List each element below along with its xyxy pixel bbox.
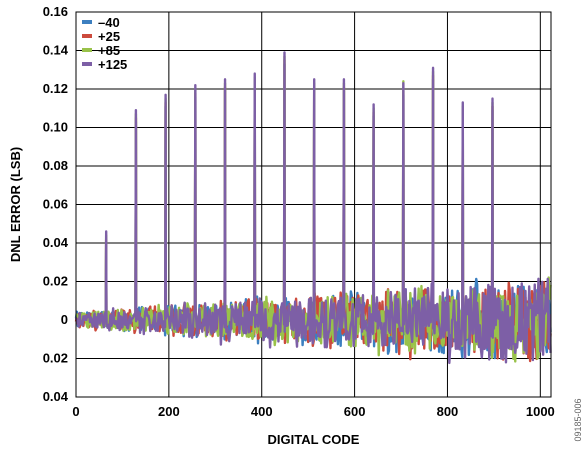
axis-ticks: 0.04 0.02 0 0.02 0.04 0.06 0.08 0.10 0.12 0.14 0.1…	[43, 4, 555, 419]
y-tick-label: 0.06	[43, 197, 68, 212]
y-tick-label: 0.04	[43, 235, 69, 250]
y-tick-label: 0.10	[43, 120, 68, 135]
y-tick-label: 0.02	[43, 274, 68, 289]
y-tick-label: 0	[61, 312, 68, 327]
y-tick-label: 0.16	[43, 4, 68, 19]
legend-label: +125	[98, 57, 127, 72]
y-tick-label: 0.08	[43, 158, 68, 173]
x-tick-label: 800	[437, 404, 459, 419]
legend-label: +25	[98, 29, 120, 44]
y-tick-label: 0.02	[43, 351, 68, 366]
x-tick-label: 0	[72, 404, 79, 419]
plot-area	[74, 51, 552, 365]
x-axis-label: DIGITAL CODE	[268, 432, 360, 447]
x-tick-label: 200	[158, 404, 180, 419]
legend-label: –40	[98, 15, 120, 30]
y-tick-label: 0.12	[43, 81, 68, 96]
x-tick-label: 1000	[526, 404, 555, 419]
x-tick-label: 400	[251, 404, 273, 419]
y-tick-label: 0.14	[43, 43, 69, 58]
series-line	[74, 51, 552, 365]
legend: –40+25+85+125	[82, 15, 127, 72]
y-axis-label: DNL ERROR (LSB)	[8, 147, 23, 262]
y-tick-label: 0.04	[43, 389, 69, 404]
plot-frame	[75, 11, 552, 398]
figure-id: 09185-006	[573, 398, 583, 441]
legend-label: +85	[98, 43, 120, 58]
x-tick-label: 600	[344, 404, 366, 419]
